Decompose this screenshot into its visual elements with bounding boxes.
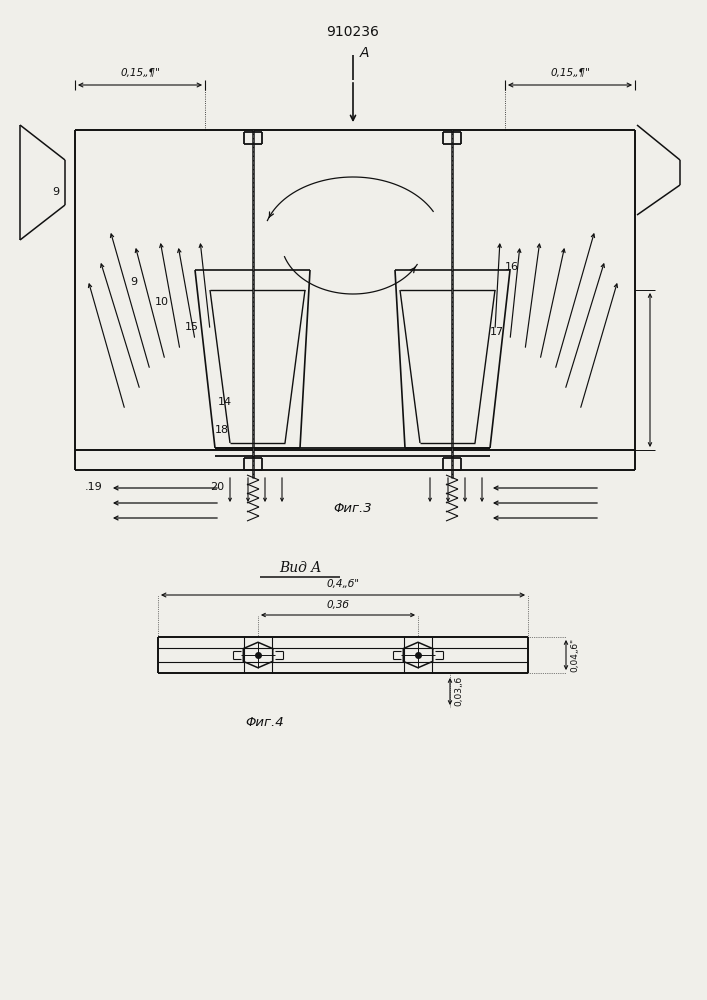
- Text: 0,4„б": 0,4„б": [327, 579, 359, 589]
- Text: Φиг.3: Φиг.3: [334, 502, 373, 514]
- Text: 0,15„¶": 0,15„¶": [550, 68, 590, 78]
- Text: 0,04„б": 0,04„б": [570, 638, 579, 672]
- Text: Вид A: Вид A: [279, 561, 321, 575]
- Text: 0,3б: 0,3б: [327, 600, 349, 610]
- Text: 15: 15: [185, 322, 199, 332]
- Text: Φиг.4: Φиг.4: [246, 716, 284, 728]
- Text: 18: 18: [215, 425, 229, 435]
- Text: 9: 9: [130, 277, 137, 287]
- Text: 9: 9: [52, 187, 59, 197]
- Text: 14: 14: [218, 397, 232, 407]
- Text: 910236: 910236: [327, 25, 380, 39]
- Text: A: A: [360, 46, 370, 60]
- Text: 17: 17: [490, 327, 504, 337]
- Text: 10: 10: [155, 297, 169, 307]
- Text: 0,15„¶": 0,15„¶": [120, 68, 160, 78]
- Text: 20: 20: [210, 482, 224, 492]
- Text: 16: 16: [505, 262, 519, 272]
- Text: 0,03„б: 0,03„б: [454, 675, 463, 706]
- Text: .19: .19: [85, 482, 103, 492]
